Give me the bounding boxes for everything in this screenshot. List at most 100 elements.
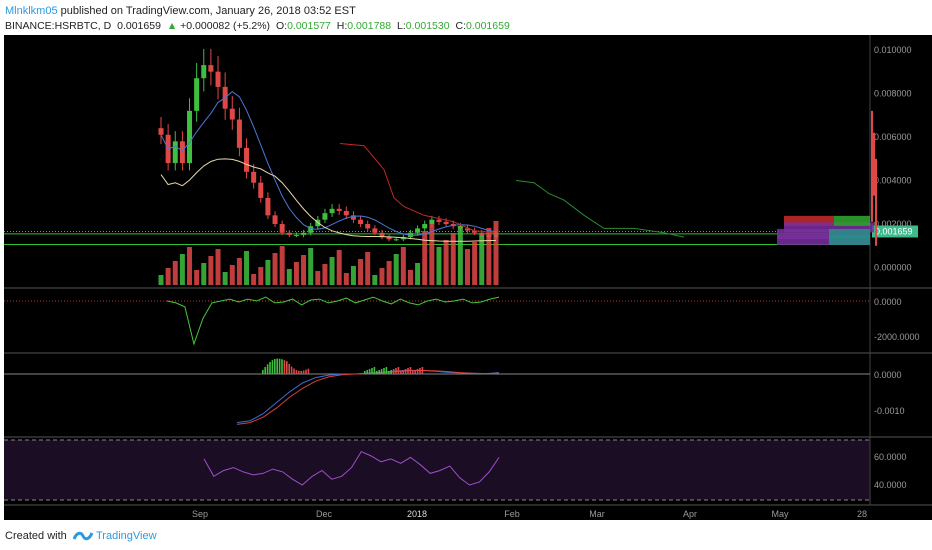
macd-hist-bar	[385, 367, 388, 374]
price-candle	[236, 119, 242, 148]
chart-svg[interactable]: 0.010000 0.008000 0.006000 0.004000 0.002000…	[4, 35, 932, 520]
time-tick-label: Apr	[683, 509, 697, 519]
volume-bar	[293, 262, 299, 285]
price-candle	[379, 232, 385, 238]
macd-hist-bar	[419, 368, 421, 374]
time-tick-label: Dec	[316, 509, 333, 519]
price-candle	[464, 228, 470, 231]
volume-bar	[315, 271, 321, 285]
price-candle	[194, 78, 200, 111]
macd-hist-bar	[400, 371, 402, 374]
volume-bar	[279, 246, 285, 285]
macd-hist-bar	[281, 359, 283, 374]
volume-bar	[201, 263, 207, 285]
macd-hist-bar	[397, 367, 400, 374]
high-value: 0.001788	[347, 20, 392, 32]
macd-hist-bar	[376, 371, 378, 374]
time-tick-label: Sep	[192, 509, 208, 519]
volume-bar	[194, 270, 200, 285]
macd-hist-bar	[295, 369, 298, 374]
publish-line: Mlnklkm05 published on TradingView.com, …	[5, 5, 356, 17]
macd-hist-bar	[388, 371, 390, 374]
price-candle	[472, 230, 478, 233]
volume-bar	[172, 261, 178, 285]
macd-hist-bar	[300, 370, 302, 374]
macd-hist-bar	[402, 370, 404, 374]
macd-hist-bar	[392, 369, 395, 374]
price-candle	[343, 210, 349, 216]
price-tick-label: 0.010000	[874, 45, 912, 55]
edge-candle	[873, 132, 875, 196]
price-candle	[272, 215, 278, 225]
volume-bar	[286, 269, 292, 285]
rsi-band	[4, 440, 870, 500]
volume-bar	[343, 273, 349, 285]
volume-bar	[251, 274, 257, 285]
volume-bar	[215, 249, 221, 285]
volume-bar	[429, 224, 435, 285]
volume-bar	[464, 249, 470, 285]
osc-tick-label: 0.0000	[874, 297, 902, 307]
volume-bar	[443, 240, 449, 285]
volume-bar	[472, 242, 478, 285]
macd-hist-bar	[366, 370, 368, 374]
price-candle	[229, 108, 235, 120]
volume-bar	[236, 258, 242, 285]
price-candle	[279, 224, 285, 233]
volume-bar	[358, 259, 364, 285]
last-price-label: 0.001659	[875, 226, 913, 236]
chart-area[interactable]: 0.010000 0.008000 0.006000 0.004000 0.002000…	[4, 35, 932, 520]
volume-bar	[179, 254, 185, 285]
open-label: O:	[275, 20, 288, 32]
macd-hist-bar	[409, 367, 412, 374]
price-tick-label: 0.000000	[874, 263, 912, 273]
volume-bar	[258, 267, 264, 285]
symbol-label: BINANCE:HSRBTC, D	[5, 20, 112, 32]
macd-tick-label: -0.0010	[874, 406, 905, 416]
volume-profile-bar	[829, 228, 870, 239]
volume-bar	[244, 251, 250, 285]
volume-bar	[158, 275, 164, 285]
price-tick-label: 0.004000	[874, 176, 912, 186]
last-price: 0.001659	[117, 20, 161, 32]
volume-profile-bar	[784, 222, 874, 233]
volume-bar	[165, 268, 171, 285]
macd-hist-bar	[278, 358, 281, 374]
price-candle	[208, 65, 214, 72]
time-tick-label: Feb	[504, 509, 520, 519]
price-candle	[336, 208, 342, 211]
time-tick-label: May	[771, 509, 789, 519]
macd-hist-bar	[298, 370, 300, 374]
price-candle	[251, 171, 257, 183]
macd-hist-bar	[271, 360, 274, 374]
oscillator-line	[166, 296, 500, 346]
ma-line-blue	[160, 90, 497, 236]
rsi-tick-label: 40.0000	[874, 480, 907, 490]
ma-line-cream	[160, 158, 497, 242]
tradingview-link[interactable]: TradingView	[96, 530, 157, 542]
time-tick-label: 28	[857, 509, 867, 519]
macd-hist-bar	[390, 370, 392, 374]
volume-profile-bar	[777, 228, 870, 239]
macd-hist-bar	[283, 360, 286, 374]
tradingview-logo-icon[interactable]	[72, 529, 94, 548]
price-candle	[172, 141, 178, 164]
price-candle	[350, 215, 356, 220]
volume-bar	[379, 268, 385, 285]
price-candle	[286, 232, 292, 235]
price-tick-label: 0.002000	[874, 219, 912, 229]
price-candle	[393, 239, 399, 241]
volume-bar	[222, 272, 228, 285]
volume-bar	[486, 228, 492, 285]
price-candle	[358, 219, 364, 225]
author-link[interactable]: Mlnklkm05	[5, 5, 58, 17]
up-arrow-icon: ▲	[166, 20, 178, 32]
macd-hist-bar	[266, 364, 269, 374]
macd-hist-bar	[286, 361, 288, 374]
price-candle	[429, 219, 435, 225]
macd-tick-label: 0.0000	[874, 370, 902, 380]
macd-hist-bar	[395, 368, 397, 374]
low-value: 0.001530	[405, 20, 450, 32]
price-change: +0.000082 (+5.2%)	[180, 20, 271, 32]
price-candle	[329, 208, 335, 214]
